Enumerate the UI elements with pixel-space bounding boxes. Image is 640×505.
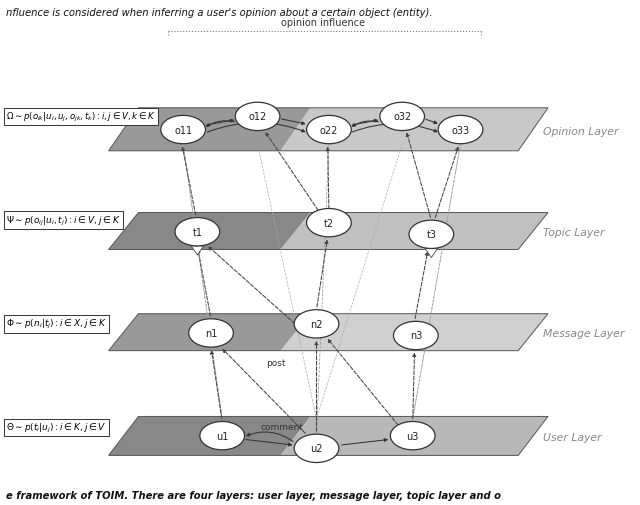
Text: u1: u1 xyxy=(216,431,228,441)
Text: $\Psi \sim p(o_{ij}|u_i,t_j):i\in V,j\in K$: $\Psi \sim p(o_{ij}|u_i,t_j):i\in V,j\in… xyxy=(6,214,121,227)
Text: Opinion Layer: Opinion Layer xyxy=(543,126,618,136)
Ellipse shape xyxy=(294,434,339,463)
Polygon shape xyxy=(281,314,548,351)
Text: Topic Layer: Topic Layer xyxy=(543,227,605,237)
Text: nfluence is considered when inferring a user's opinion about a certain object (e: nfluence is considered when inferring a … xyxy=(6,8,433,18)
Ellipse shape xyxy=(200,422,244,450)
Text: o22: o22 xyxy=(320,125,338,135)
Text: $\Omega \sim p(o_{ik}|u_i,u_j,o_{jk},t_k):i,j\in V,k\in K$: $\Omega \sim p(o_{ik}|u_i,u_j,o_{jk},t_k… xyxy=(6,111,156,124)
Ellipse shape xyxy=(438,116,483,144)
Polygon shape xyxy=(109,213,310,250)
Text: u3: u3 xyxy=(406,431,419,441)
Ellipse shape xyxy=(294,310,339,338)
Ellipse shape xyxy=(409,221,454,249)
Ellipse shape xyxy=(307,209,351,237)
Text: t2: t2 xyxy=(324,218,334,228)
Text: User Layer: User Layer xyxy=(543,432,602,442)
Text: n3: n3 xyxy=(410,331,422,341)
Ellipse shape xyxy=(161,116,205,144)
Text: t3: t3 xyxy=(426,230,436,240)
Polygon shape xyxy=(281,213,548,250)
Ellipse shape xyxy=(175,218,220,246)
Polygon shape xyxy=(281,109,548,152)
Ellipse shape xyxy=(307,116,351,144)
Text: opinion influence: opinion influence xyxy=(281,18,365,28)
Text: post: post xyxy=(266,358,286,367)
Polygon shape xyxy=(109,109,310,152)
Text: n1: n1 xyxy=(205,328,217,338)
Text: o32: o32 xyxy=(393,112,412,122)
Polygon shape xyxy=(109,314,310,351)
Polygon shape xyxy=(425,249,438,258)
Text: $\Theta \sim p(t_i|u_j):i\in K,j\in V$: $\Theta \sim p(t_i|u_j):i\in K,j\in V$ xyxy=(6,421,107,434)
Text: t1: t1 xyxy=(193,227,202,237)
Polygon shape xyxy=(109,417,310,456)
Ellipse shape xyxy=(394,322,438,350)
Text: o11: o11 xyxy=(174,125,192,135)
Text: u2: u2 xyxy=(310,443,323,453)
Text: o33: o33 xyxy=(451,125,470,135)
Polygon shape xyxy=(191,246,204,256)
Text: comment: comment xyxy=(261,422,304,431)
Text: n2: n2 xyxy=(310,319,323,329)
Text: Message Layer: Message Layer xyxy=(543,328,625,338)
Ellipse shape xyxy=(189,319,234,347)
Ellipse shape xyxy=(236,103,280,131)
Ellipse shape xyxy=(380,103,424,131)
Text: e framework of TOIM. There are four layers: user layer, message layer, topic lay: e framework of TOIM. There are four laye… xyxy=(6,490,501,500)
Ellipse shape xyxy=(390,422,435,450)
Text: $\Phi \sim p(n_i|t_j):i\in X,j\in K$: $\Phi \sim p(n_i|t_j):i\in X,j\in K$ xyxy=(6,318,107,331)
Polygon shape xyxy=(281,417,548,456)
Text: o12: o12 xyxy=(248,112,267,122)
